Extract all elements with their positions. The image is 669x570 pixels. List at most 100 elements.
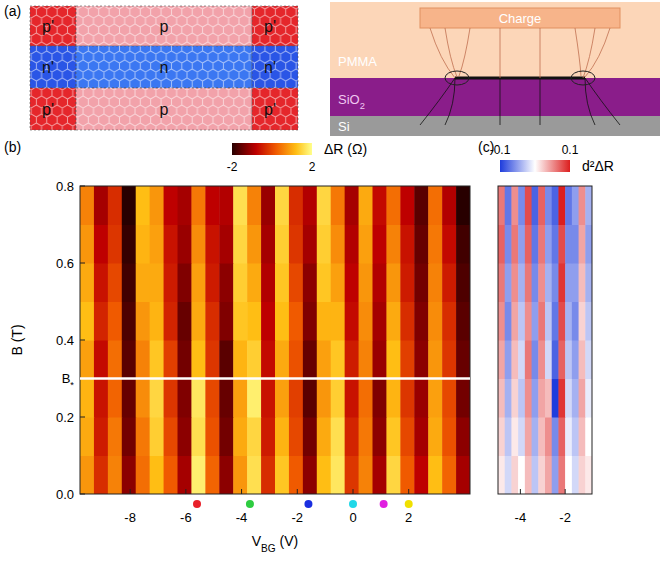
heat-cell — [552, 186, 559, 225]
text-part: (V) — [276, 533, 299, 549]
layer-label: PMMA — [338, 54, 377, 69]
region-label: n' — [264, 59, 276, 76]
heat-cell — [456, 225, 470, 264]
heat-cell — [219, 456, 233, 495]
heat-cell — [80, 417, 94, 456]
heat-cell — [518, 340, 525, 379]
x-tick-label: -4 — [515, 510, 527, 525]
heat-cell — [565, 186, 572, 225]
region-label: n — [160, 59, 169, 76]
lattice-hex — [76, 6, 252, 46]
heat-cell — [585, 417, 592, 456]
heat-cell — [498, 225, 505, 264]
heat-cell — [178, 186, 192, 225]
y-axis-title: B (T) — [9, 324, 25, 355]
heat-cell — [400, 263, 414, 302]
lattice-hex — [252, 6, 298, 46]
panel-letter: (b) — [4, 139, 21, 155]
heat-cell — [94, 417, 108, 456]
colorbar — [500, 160, 570, 172]
heat-cell — [579, 186, 586, 225]
heat-cell — [345, 456, 359, 495]
heat-cell — [373, 225, 387, 264]
heat-cell — [373, 417, 387, 456]
y-tick-label: 0.6 — [56, 256, 74, 271]
heat-cell — [233, 379, 247, 418]
heat-cell — [122, 379, 136, 418]
layer-label: Si — [338, 119, 350, 134]
heat-cell — [261, 302, 275, 341]
heat-cell — [525, 302, 532, 341]
heat-cell — [565, 456, 572, 495]
panel-letter: (a) — [4, 3, 21, 19]
heat-cell — [552, 456, 559, 495]
layer-label: Charge — [499, 11, 542, 26]
heat-cell — [331, 302, 345, 341]
lattice-region — [252, 88, 298, 130]
heat-cell — [233, 186, 247, 225]
heat-cell — [303, 340, 317, 379]
heat-cell — [275, 263, 289, 302]
heat-cell — [94, 263, 108, 302]
heat-cell — [442, 302, 456, 341]
heat-cell — [94, 186, 108, 225]
heat-cell — [525, 225, 532, 264]
heat-cell — [558, 302, 565, 341]
heat-cell — [428, 379, 442, 418]
heat-cell — [552, 340, 559, 379]
heat-cell — [518, 186, 525, 225]
heat-cell — [414, 340, 428, 379]
heat-cell — [428, 186, 442, 225]
heat-cell — [585, 379, 592, 418]
heat-cell — [414, 379, 428, 418]
heat-cell — [511, 186, 518, 225]
heat-cell — [122, 186, 136, 225]
heat-cell — [191, 340, 205, 379]
heat-cell — [505, 225, 512, 264]
region-label: p — [160, 101, 169, 118]
heat-cell — [525, 379, 532, 418]
heat-cell — [386, 456, 400, 495]
heat-cell — [345, 340, 359, 379]
x-tick — [130, 489, 131, 494]
gate-marker — [380, 500, 388, 508]
heat-cell — [538, 379, 545, 418]
heat-cell — [164, 263, 178, 302]
y-tick-label: 0.0 — [56, 487, 74, 502]
heat-cell — [317, 379, 331, 418]
heat-cell — [456, 456, 470, 495]
heat-cell — [247, 340, 261, 379]
heat-cell — [247, 263, 261, 302]
x-tick — [297, 489, 298, 494]
field-line — [500, 28, 501, 78]
heat-cell — [164, 186, 178, 225]
heat-cell — [558, 225, 565, 264]
heat-cell — [400, 302, 414, 341]
heat-cell — [345, 263, 359, 302]
heat-cell — [275, 417, 289, 456]
text-part: SiO — [338, 92, 360, 107]
heat-cell — [289, 417, 303, 456]
heat-cell — [164, 340, 178, 379]
y-tick — [80, 417, 85, 418]
heat-cell — [400, 186, 414, 225]
heat-cell — [233, 263, 247, 302]
lattice-hex — [252, 46, 298, 88]
heat-cell — [558, 340, 565, 379]
heat-cell — [572, 417, 579, 456]
heat-cell — [552, 417, 559, 456]
heat-cell — [247, 379, 261, 418]
heat-cell — [345, 186, 359, 225]
heat-cell — [261, 186, 275, 225]
y-tick — [80, 340, 85, 341]
heat-cell — [205, 225, 219, 264]
heat-cell — [136, 186, 150, 225]
heat-cell — [518, 379, 525, 418]
heat-cell — [538, 225, 545, 264]
lattice-region — [252, 6, 298, 46]
heatmap-cells — [498, 186, 592, 494]
heat-cell — [386, 417, 400, 456]
heat-cell — [317, 186, 331, 225]
heat-cell — [428, 340, 442, 379]
plot-frame — [80, 186, 470, 494]
